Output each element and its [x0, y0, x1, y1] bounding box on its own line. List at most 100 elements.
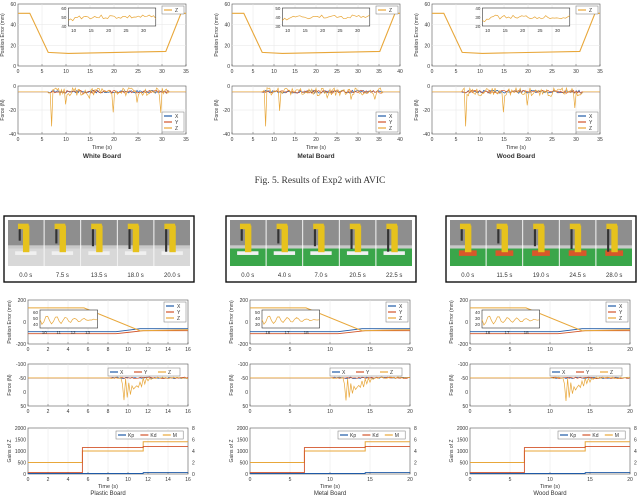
fig6-robot-tool	[128, 229, 131, 249]
fig6-force-xtick: 20	[627, 409, 633, 415]
fig6-frame-time: 18.0 s	[127, 273, 143, 279]
fig6-photo-board	[605, 250, 624, 256]
fig5-pos-ytick: 40	[10, 23, 16, 29]
fig6-gain-legend	[337, 430, 406, 440]
fig6-gain-xtick: 20	[627, 477, 633, 483]
fig6-inset-xtick: 16	[485, 330, 491, 335]
fig6-pos-ytick: 0	[465, 320, 468, 326]
fig6-gain-xtick: 20	[407, 477, 413, 483]
fig5-inset-ytick: 40	[475, 6, 481, 11]
fig6-pos-xtick: 4	[67, 347, 70, 353]
fig6-pos-ytick: -200	[238, 342, 248, 348]
fig5-pos-xtick: 25	[334, 69, 340, 75]
fig6-pos-line-x	[250, 328, 410, 333]
fig6-robot-base	[354, 225, 362, 253]
fig6-robot-arm	[606, 223, 618, 230]
fig5-pos-xtick: 30	[159, 69, 165, 75]
fig6-force-xtick: 10	[327, 409, 333, 415]
fig5-inset-ytick: 40	[61, 24, 67, 29]
legend-label: Y	[589, 120, 593, 126]
fig5-inset	[482, 7, 571, 27]
fig6-robot-base	[611, 225, 618, 253]
fig5-pos-xtick: 35	[597, 69, 603, 75]
fig5-force-ylabel: Force (N)	[0, 99, 6, 120]
fig6-gain-line-m	[28, 441, 188, 463]
fig6-force-ytick: 0	[245, 390, 248, 396]
fig6-pos-xtick: 5	[509, 347, 512, 353]
fig6-gain-rtick: 4	[634, 449, 637, 455]
fig6-photo-board	[383, 251, 405, 255]
fig5-force-xtick: 20	[111, 137, 117, 143]
fig5-inset-xtick: 25	[124, 28, 130, 33]
fig6-robot-tool	[240, 229, 243, 241]
fig5-pos-ytick: 20	[10, 43, 16, 49]
fig5-pos-ytick: 20	[424, 43, 430, 49]
legend-label: X	[175, 114, 179, 120]
fig6-robot-base	[132, 225, 140, 253]
fig5-force-xtick: 5	[252, 137, 255, 143]
fig6-robot-arm	[164, 223, 176, 230]
fig6-robot-tool	[350, 229, 353, 249]
fig5-force-xtick: 30	[159, 137, 165, 143]
fig6-robot-arm	[459, 223, 471, 230]
fig5-pos-xtick: 35	[376, 69, 382, 75]
fig5-force-xtick: 0	[17, 137, 20, 143]
fig5-pos-ytick: 60	[224, 2, 230, 8]
fig6-inset	[481, 309, 540, 329]
fig5-force-xtick: 35	[376, 137, 382, 143]
fig5-panel-label: Metal Board	[297, 153, 334, 160]
fig5-force-xtick: 25	[334, 137, 340, 143]
fig6-photo-board	[458, 250, 477, 256]
fig6-gain-ytick: 1000	[457, 449, 468, 455]
fig5-inset-xtick: 15	[503, 28, 509, 33]
fig5-force-legend	[375, 111, 399, 133]
fig5-force-xtick: 15	[87, 137, 93, 143]
fig6-force-legend	[549, 367, 623, 377]
fig6-robot-arm	[349, 223, 361, 230]
fig6-frame-time: 7.5 s	[56, 273, 69, 279]
fig6-frame-time: 13.5 s	[91, 273, 107, 279]
fig6-pos-xtick: 10	[125, 347, 131, 353]
fig6-pos-xtick: 14	[165, 347, 171, 353]
fig6-force-xtick: 16	[185, 409, 191, 415]
fig5-pos-xtick: 10	[63, 69, 69, 75]
fig6-gain-xtick: 10	[125, 477, 131, 483]
fig6-robot-arm	[17, 223, 29, 230]
fig5-force-ytick: -20	[9, 108, 16, 114]
fig6-gain-xtick: 12	[145, 477, 151, 483]
fig5-inset-xtick: 30	[355, 28, 361, 33]
fig6-pos-xtick: 10	[327, 347, 333, 353]
fig5-force-xtick: 10	[63, 137, 69, 143]
fig5-force-xtick: 35	[597, 137, 603, 143]
fig6-robot-tool	[460, 229, 463, 241]
fig5-force-ytick: -40	[9, 132, 16, 138]
fig5-inset-line	[282, 14, 370, 21]
fig5-force-ytick: 0	[13, 84, 16, 90]
fig6-force-xtick: 10	[125, 409, 131, 415]
fig6-panel-label: Plastic Board	[90, 491, 125, 497]
fig6-pos-ylabel: Position Error (mm)	[7, 300, 13, 344]
legend-label: Y	[175, 120, 179, 126]
fig5-pos-xtick: 40	[397, 69, 403, 75]
fig5-caption: Fig. 5. Results of Exp2 with AVIC	[254, 176, 386, 186]
fig5-pos-xtick: 0	[17, 69, 20, 75]
fig6-gain-ytick: 500	[240, 461, 249, 467]
legend-label: Z	[610, 370, 613, 376]
fig5-force-line-z	[18, 86, 186, 127]
fig6-gain-ytick: 2000	[15, 426, 26, 432]
fig5-inset	[68, 7, 157, 27]
fig6-photo-board	[15, 251, 37, 255]
fig5-force-ytick: 0	[227, 84, 230, 90]
fig6-force-xtick: 0	[469, 409, 472, 415]
fig6-pos-xtick: 16	[185, 347, 191, 353]
fig6-force-ytick: -50	[241, 376, 248, 382]
fig5-pos-ytick: 20	[224, 43, 230, 49]
fig6-gain-ytick: 500	[460, 461, 469, 467]
fig6-frame-time: 24.5 s	[569, 273, 585, 279]
fig6-robot-base	[464, 225, 472, 253]
legend-label: Y	[619, 310, 623, 316]
legend-label: X	[177, 304, 181, 310]
fig6-pos-line-y	[470, 330, 630, 335]
fig5-force-xtick: 0	[431, 137, 434, 143]
